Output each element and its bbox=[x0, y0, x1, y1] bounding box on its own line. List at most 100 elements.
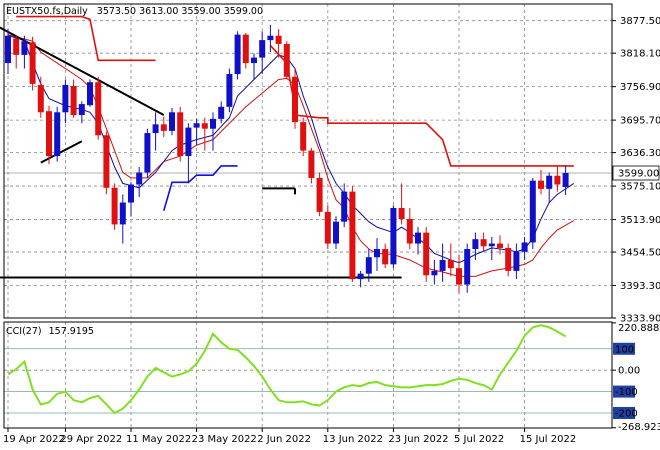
candle-body bbox=[21, 41, 28, 55]
candle[interactable] bbox=[29, 36, 36, 91]
candle[interactable] bbox=[5, 29, 11, 75]
candle[interactable] bbox=[415, 227, 421, 255]
candle[interactable] bbox=[119, 194, 126, 244]
symbol-label: EUSTX50.fs,Daily bbox=[6, 6, 88, 17]
candle[interactable] bbox=[529, 177, 536, 250]
price-panel-frame bbox=[3, 3, 613, 319]
candle[interactable] bbox=[324, 205, 331, 250]
candle[interactable] bbox=[546, 172, 553, 203]
candle[interactable] bbox=[95, 76, 102, 140]
candle[interactable] bbox=[497, 235, 503, 255]
candle-body bbox=[529, 180, 536, 243]
candle[interactable] bbox=[169, 107, 175, 136]
candle-body bbox=[193, 123, 200, 128]
candle[interactable] bbox=[160, 116, 167, 137]
candle[interactable] bbox=[562, 165, 569, 195]
candle[interactable] bbox=[267, 24, 274, 53]
cci-tick-label: 0.00 bbox=[618, 366, 640, 377]
candle[interactable] bbox=[21, 35, 28, 69]
candle[interactable] bbox=[275, 29, 282, 58]
candle[interactable] bbox=[13, 35, 20, 69]
candle[interactable] bbox=[431, 259, 438, 285]
candle-body bbox=[78, 104, 85, 116]
candle-body bbox=[382, 249, 389, 265]
candle[interactable] bbox=[37, 76, 44, 118]
candlesticks[interactable] bbox=[5, 24, 569, 293]
candle[interactable] bbox=[62, 79, 69, 124]
candle-body bbox=[218, 106, 225, 119]
candle[interactable] bbox=[365, 249, 372, 282]
candle[interactable] bbox=[538, 169, 544, 195]
candle[interactable] bbox=[349, 186, 356, 282]
candle[interactable] bbox=[136, 166, 143, 198]
cci-header: CCI(27) 157.9195 bbox=[6, 326, 94, 337]
candle[interactable] bbox=[144, 128, 151, 178]
candle[interactable] bbox=[70, 79, 77, 118]
candle[interactable] bbox=[185, 123, 192, 184]
candle-body bbox=[447, 259, 454, 269]
candle[interactable] bbox=[111, 183, 118, 230]
candle[interactable] bbox=[218, 101, 225, 124]
candle[interactable] bbox=[374, 238, 380, 271]
candle-body bbox=[95, 82, 102, 136]
candle[interactable] bbox=[390, 205, 397, 269]
candle[interactable] bbox=[521, 236, 528, 260]
candle[interactable] bbox=[201, 117, 208, 151]
candle[interactable] bbox=[242, 32, 249, 69]
candle[interactable] bbox=[128, 182, 134, 217]
candle[interactable] bbox=[103, 131, 110, 195]
candle-body bbox=[333, 221, 339, 244]
candle[interactable] bbox=[439, 243, 446, 282]
panel-frames bbox=[3, 3, 613, 429]
candle[interactable] bbox=[456, 254, 462, 293]
price-tick-label: 3333.90 bbox=[620, 314, 660, 325]
candle[interactable] bbox=[513, 243, 520, 280]
candle[interactable] bbox=[210, 112, 216, 151]
candle-body bbox=[562, 173, 569, 187]
current-price-box bbox=[612, 165, 660, 181]
candle[interactable] bbox=[357, 270, 364, 288]
candle[interactable] bbox=[87, 79, 93, 107]
candle[interactable] bbox=[447, 243, 454, 277]
candle[interactable] bbox=[54, 106, 61, 162]
candle[interactable] bbox=[234, 31, 241, 80]
candle[interactable] bbox=[505, 243, 512, 277]
candle-body bbox=[472, 239, 479, 250]
candle-body bbox=[251, 57, 257, 64]
candle[interactable] bbox=[554, 165, 561, 192]
candle-body bbox=[300, 122, 307, 151]
candle[interactable] bbox=[300, 117, 307, 157]
candle[interactable] bbox=[193, 118, 200, 146]
candle[interactable] bbox=[464, 243, 471, 293]
candle[interactable] bbox=[283, 41, 290, 80]
candle[interactable] bbox=[398, 183, 405, 225]
slow-ma-line bbox=[7, 34, 575, 277]
candle[interactable] bbox=[292, 68, 298, 129]
candle[interactable] bbox=[316, 172, 323, 217]
candle[interactable] bbox=[152, 112, 159, 151]
price-tick-label: 3877.50 bbox=[620, 16, 660, 27]
candle-body bbox=[136, 172, 143, 185]
candle-body bbox=[464, 249, 471, 285]
cci-line bbox=[7, 324, 567, 415]
candle[interactable] bbox=[251, 53, 257, 80]
candle[interactable] bbox=[308, 147, 315, 184]
candle[interactable] bbox=[488, 236, 495, 260]
candle[interactable] bbox=[406, 208, 413, 250]
candle[interactable] bbox=[480, 232, 487, 252]
candle[interactable] bbox=[472, 232, 479, 260]
candle-body bbox=[177, 112, 184, 157]
candle[interactable] bbox=[341, 183, 348, 228]
candle[interactable] bbox=[333, 216, 339, 250]
candle[interactable] bbox=[226, 68, 233, 113]
candle-body bbox=[62, 84, 69, 113]
candle-body bbox=[415, 232, 421, 244]
candle[interactable] bbox=[46, 105, 52, 165]
candle[interactable] bbox=[423, 227, 430, 282]
candle[interactable] bbox=[78, 101, 85, 124]
candle-body bbox=[521, 242, 528, 252]
candle[interactable] bbox=[259, 31, 266, 75]
candle-body bbox=[538, 180, 544, 189]
candle[interactable] bbox=[382, 243, 389, 269]
candle[interactable] bbox=[177, 106, 184, 162]
